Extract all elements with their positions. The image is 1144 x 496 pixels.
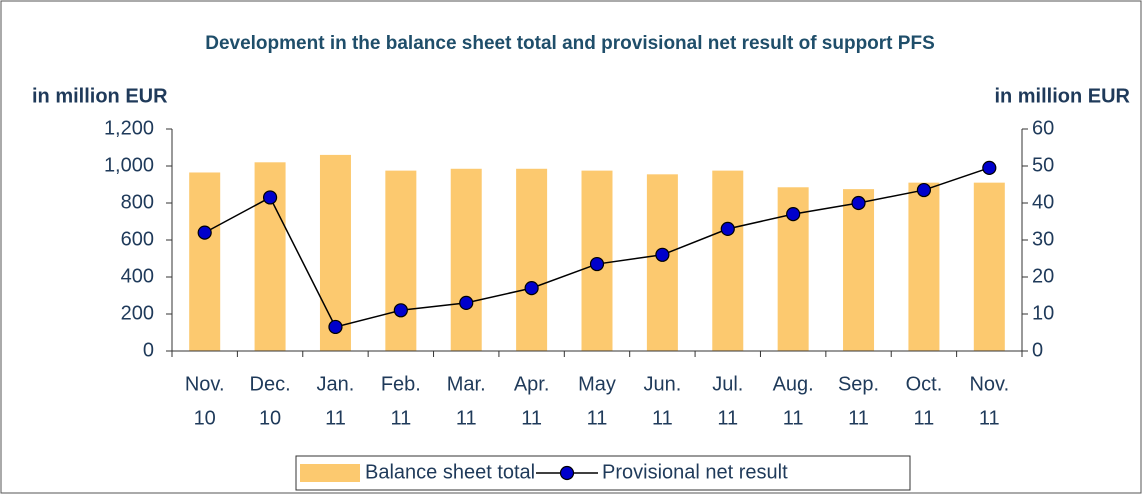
line-marker	[393, 303, 408, 318]
x-tick-label: Nov.	[969, 373, 1009, 395]
line-marker	[982, 160, 997, 175]
x-tick-label: Nov.	[185, 373, 225, 395]
y2-tick-label: 50	[1032, 154, 1054, 176]
bar	[973, 182, 1005, 351]
x-tick-label: Jan.	[317, 373, 355, 395]
x-tick-label: 11	[783, 407, 804, 429]
x-tick-label: 10	[259, 407, 281, 429]
y-tick-label: 200	[121, 302, 154, 324]
y-tick-label: 400	[121, 265, 154, 287]
x-tick-label: Aug.	[773, 373, 814, 395]
x-tick-label: Jun.	[643, 373, 681, 395]
legend-swatch	[300, 464, 360, 482]
x-tick-label: 11	[456, 407, 477, 429]
line-marker	[328, 319, 343, 335]
x-tick-label: 11	[652, 407, 673, 429]
x-tick-label: Sep.	[838, 373, 879, 395]
y-tick-label: 800	[121, 191, 154, 213]
y2-axis-label: in million EUR	[994, 85, 1130, 107]
x-tick-label: 11	[390, 407, 411, 429]
bar	[189, 172, 221, 351]
bar	[908, 182, 940, 351]
line-marker	[786, 207, 801, 222]
legend-label: Balance sheet total	[365, 461, 535, 483]
y-tick-label: 1,200	[104, 117, 154, 139]
y-tick-label: 0	[143, 339, 154, 361]
bar	[319, 154, 351, 351]
y2-tick-label: 30	[1032, 228, 1054, 250]
bar	[385, 170, 417, 351]
x-tick-label: Mar.	[447, 373, 486, 395]
x-tick-label: May	[578, 373, 616, 395]
legend-box	[295, 455, 911, 491]
line-marker	[916, 182, 932, 198]
line-marker	[851, 195, 866, 211]
line-marker	[524, 281, 539, 296]
bar	[712, 170, 744, 351]
line-marker	[262, 190, 278, 205]
y2-tick-label: 40	[1032, 191, 1054, 213]
y2-tick-label: 0	[1032, 339, 1043, 361]
x-tick-label: 10	[194, 407, 216, 429]
x-tick-label: 11	[325, 407, 346, 429]
legend-marker	[559, 465, 575, 481]
legend-label: Provisional net result	[602, 461, 788, 483]
x-tick-label: 11	[979, 407, 1000, 429]
line-marker	[459, 295, 474, 310]
x-tick-label: 11	[587, 407, 608, 429]
line-marker	[589, 256, 605, 272]
chart-title: Development in the balance sheet total a…	[205, 33, 935, 54]
y-axis-label: in million EUR	[32, 85, 168, 107]
x-tick-label: Dec.	[250, 373, 291, 395]
y2-tick-label: 60	[1032, 117, 1054, 139]
x-tick-label: 11	[914, 407, 935, 429]
y2-tick-label: 10	[1032, 302, 1054, 324]
y-tick-label: 1,000	[104, 154, 154, 176]
x-tick-label: Apr.	[514, 373, 550, 395]
x-tick-label: 11	[717, 407, 738, 429]
bar	[450, 168, 482, 351]
y2-tick-label: 20	[1032, 265, 1054, 287]
line-marker	[655, 247, 670, 262]
bar	[516, 168, 548, 351]
x-tick-label: Oct.	[906, 373, 943, 395]
line-marker	[197, 225, 212, 240]
x-tick-label: Jul.	[712, 373, 743, 395]
x-tick-label: Feb.	[381, 373, 421, 395]
x-tick-label: 11	[521, 407, 542, 429]
x-tick-label: 11	[848, 407, 869, 429]
bar	[843, 189, 875, 351]
y-tick-label: 600	[121, 228, 154, 250]
bar	[646, 174, 678, 351]
line-marker	[720, 221, 735, 236]
